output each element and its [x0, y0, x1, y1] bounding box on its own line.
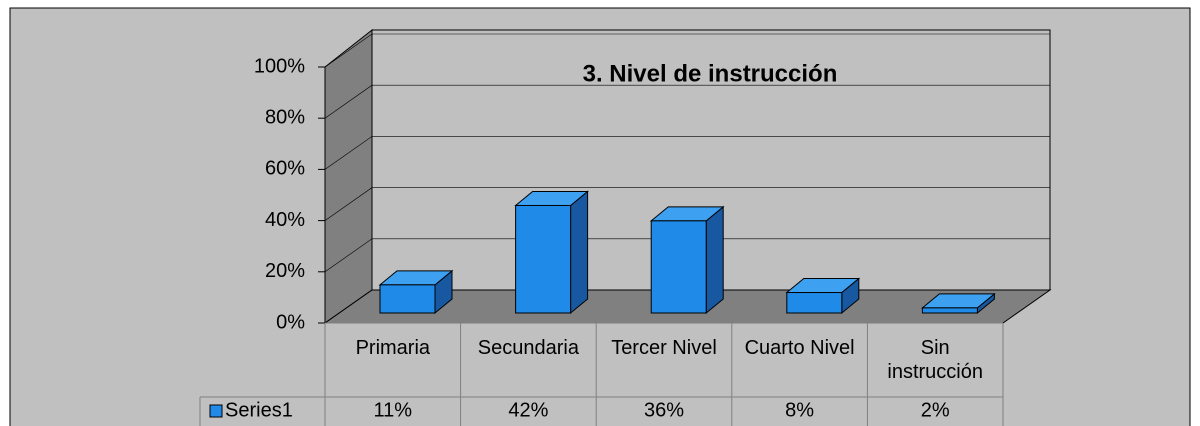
- category-label: Cuarto Nivel: [744, 337, 855, 359]
- grid-line: [324, 187, 1050, 221]
- bar: [649, 205, 725, 315]
- bar-front: [650, 220, 707, 314]
- bar: [785, 277, 861, 315]
- grid-line: [324, 136, 1050, 170]
- bar-front: [515, 204, 572, 314]
- y-tick-label: 100%: [254, 55, 305, 77]
- value-label: 2%: [921, 399, 950, 421]
- legend-label: Series1: [225, 399, 293, 421]
- grid-line: [324, 84, 1050, 119]
- side-wall: [324, 28, 373, 324]
- category-label: Primaria: [355, 337, 431, 359]
- y-tick-label: 20%: [265, 260, 305, 282]
- bar-front: [786, 292, 843, 314]
- bar-side: [705, 205, 724, 315]
- category-label: Tercer Nivel: [611, 337, 717, 359]
- value-label: 8%: [785, 399, 814, 421]
- value-label: 36%: [644, 399, 684, 421]
- grid-line: [324, 238, 1050, 273]
- value-label: 42%: [508, 399, 548, 421]
- bar-front: [379, 284, 436, 314]
- y-tick-label: 80%: [265, 106, 305, 128]
- y-tick-label: 40%: [265, 209, 305, 231]
- value-label: 11%: [374, 399, 413, 421]
- legend-swatch: [209, 404, 223, 418]
- y-tick-label: 60%: [265, 158, 305, 180]
- bar: [378, 269, 454, 315]
- bar-side: [570, 190, 589, 315]
- bar: [514, 190, 589, 315]
- category-label: Secundaria: [477, 337, 579, 359]
- bar-front: [921, 307, 978, 314]
- chart-title: 3. Nivel de instrucción: [583, 60, 838, 87]
- bar: [921, 292, 996, 315]
- category-label: Sin instrucción: [887, 337, 983, 383]
- y-tick-label: 0%: [276, 311, 305, 333]
- grid-line: [324, 33, 1050, 68]
